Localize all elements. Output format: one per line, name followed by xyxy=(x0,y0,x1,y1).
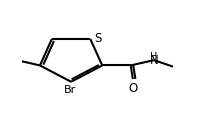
Text: H: H xyxy=(150,52,158,62)
Text: Br: Br xyxy=(64,85,76,95)
Text: S: S xyxy=(94,32,101,45)
Text: O: O xyxy=(128,82,137,95)
Text: N: N xyxy=(150,54,158,67)
